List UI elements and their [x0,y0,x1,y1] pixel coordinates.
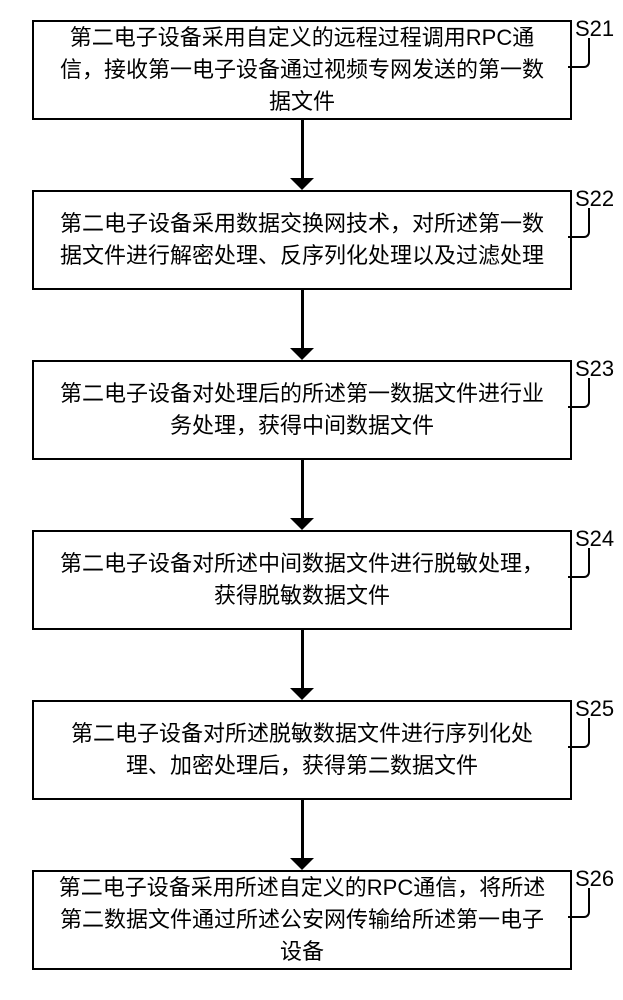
flow-node-text: 第二电子设备对所述脱敏数据文件进行序列化处理、加密处理后，获得第二数据文件 [52,718,552,782]
flow-node-text: 第二电子设备采用数据交换网技术，对所述第一数据文件进行解密处理、反序列化处理以及… [52,208,552,272]
flow-node-s24: 第二电子设备对所述中间数据文件进行脱敏处理，获得脱敏数据文件 [32,530,572,630]
flow-node-text: 第二电子设备对处理后的所述第一数据文件进行业务处理，获得中间数据文件 [52,378,552,442]
flow-node-s21: 第二电子设备采用自定义的远程过程调用RPC通信，接收第一电子设备通过视频专网发送… [32,20,572,120]
step-label-tick [568,38,590,68]
step-label-tick [568,378,590,408]
flow-arrow-head [290,348,314,360]
flow-node-s25: 第二电子设备对所述脱敏数据文件进行序列化处理、加密处理后，获得第二数据文件 [32,700,572,800]
step-label-tick [568,548,590,578]
flow-node-text: 第二电子设备采用自定义的远程过程调用RPC通信，接收第一电子设备通过视频专网发送… [52,22,552,118]
flow-node-text: 第二电子设备采用所述自定义的RPC通信，将所述第二数据文件通过所述公安网传输给所… [52,872,552,968]
flow-node-s26: 第二电子设备采用所述自定义的RPC通信，将所述第二数据文件通过所述公安网传输给所… [32,870,572,970]
flow-arrow-head [290,688,314,700]
flow-arrow-head [290,518,314,530]
step-label-tick [568,208,590,238]
flow-node-text: 第二电子设备对所述中间数据文件进行脱敏处理，获得脱敏数据文件 [52,548,552,612]
flowchart-canvas: 第二电子设备采用自定义的远程过程调用RPC通信，接收第一电子设备通过视频专网发送… [0,0,623,1000]
step-label-tick [568,718,590,748]
flow-arrow [301,800,304,860]
flow-node-s22: 第二电子设备采用数据交换网技术，对所述第一数据文件进行解密处理、反序列化处理以及… [32,190,572,290]
flow-arrow-head [290,178,314,190]
flow-arrow [301,630,304,690]
flow-arrow-head [290,858,314,870]
step-label-tick [568,888,590,918]
flow-arrow [301,460,304,520]
flow-arrow [301,120,304,180]
flow-node-s23: 第二电子设备对处理后的所述第一数据文件进行业务处理，获得中间数据文件 [32,360,572,460]
flow-arrow [301,290,304,350]
